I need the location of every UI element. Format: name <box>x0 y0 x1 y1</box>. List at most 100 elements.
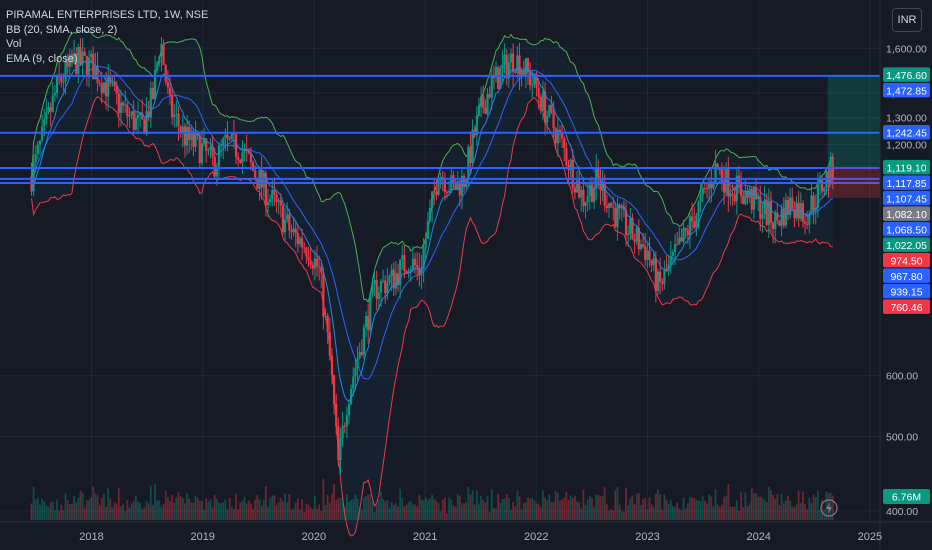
volume-bar <box>207 501 210 520</box>
position-loss-zone[interactable] <box>827 167 880 198</box>
candle-body <box>68 54 71 67</box>
volume-bar <box>757 497 760 520</box>
candle-body <box>262 173 265 188</box>
candle-body <box>290 230 293 233</box>
price-label-text: 1,119.10 <box>886 162 926 174</box>
candle-body <box>318 266 321 268</box>
volume-bar <box>369 494 372 520</box>
volume-bar <box>778 505 781 520</box>
volume-bar <box>183 503 186 520</box>
volume-bar <box>465 501 468 520</box>
volume-bar <box>237 509 240 520</box>
volume-bar <box>137 501 139 520</box>
volume-bar <box>77 497 80 520</box>
candle-body <box>107 76 110 97</box>
price-label-text: 1,476.60 <box>886 70 927 82</box>
volume-bar <box>252 508 254 520</box>
volume-bar <box>654 493 657 520</box>
volume-bar <box>313 496 316 520</box>
legend-volume[interactable]: Vol <box>6 38 22 50</box>
candle-body <box>211 146 214 157</box>
position-profit-zone[interactable] <box>827 75 880 168</box>
volume-bar <box>405 504 408 520</box>
volume-bar <box>512 502 514 520</box>
volume-bar <box>486 495 489 520</box>
volume-bar <box>198 500 201 520</box>
candle-body <box>313 258 316 269</box>
candle-body <box>605 205 608 209</box>
volume-bar <box>56 499 58 520</box>
candle-body <box>533 73 536 84</box>
candle-body <box>147 111 150 118</box>
candle-body <box>518 55 521 78</box>
legend-bollinger-bands[interactable]: BB (20, SMA, close, 2) <box>6 23 118 36</box>
volume-bar <box>424 497 427 520</box>
volume-bar <box>117 488 120 520</box>
volume-bar <box>120 505 122 520</box>
volume-bar <box>789 500 792 520</box>
legend-title[interactable]: PIRAMAL ENTERPRISES LTD, 1W, NSE <box>6 9 209 21</box>
volume-bar <box>339 497 342 520</box>
volume-bar <box>531 497 534 520</box>
volume-bar <box>439 511 442 520</box>
candle-body <box>94 66 97 80</box>
volume-bar <box>192 502 195 520</box>
volume-bar <box>286 502 289 520</box>
candle-body <box>575 180 579 193</box>
legend-ema[interactable]: EMA (9, close) <box>6 52 78 65</box>
volume-bar <box>456 494 459 520</box>
volume-bar <box>780 493 783 520</box>
candle-body <box>584 202 587 207</box>
candle-body <box>134 117 137 130</box>
candle-body <box>471 129 474 164</box>
candle-body <box>445 192 449 194</box>
candle-body <box>126 104 129 117</box>
candle-body <box>87 57 91 77</box>
candle-body <box>111 82 114 84</box>
volume-bar <box>593 507 595 520</box>
candle-body <box>407 271 410 274</box>
candle-body <box>771 222 775 229</box>
volume-bar <box>501 498 504 520</box>
volume-bar <box>175 497 178 520</box>
price-label-text: 1,117.85 <box>886 178 926 190</box>
volume-bar <box>505 493 508 520</box>
volume-bar <box>299 509 301 520</box>
volume-bar <box>680 510 683 520</box>
volume-bar <box>390 502 393 520</box>
candle-body <box>610 203 613 208</box>
candle-body <box>90 53 93 58</box>
candle-body <box>269 198 272 202</box>
candle-body <box>209 146 212 150</box>
currency-button[interactable]: INR <box>892 8 922 32</box>
candle-body <box>43 119 46 127</box>
candle-body <box>98 82 101 84</box>
volume-bar <box>686 503 689 520</box>
candle-body <box>693 221 696 228</box>
volume-bar <box>103 493 105 520</box>
volume-bar <box>239 502 242 520</box>
candle-body <box>377 292 380 299</box>
horizontal-lines[interactable] <box>0 74 880 185</box>
volume-bar <box>209 499 212 520</box>
volume-bar <box>309 507 312 520</box>
candle-body <box>558 129 562 133</box>
candle-body <box>426 221 429 239</box>
candle-body <box>367 315 370 330</box>
candle-body <box>439 177 442 183</box>
candle-body <box>477 105 481 116</box>
volume-bar <box>107 488 110 520</box>
candle-body <box>761 214 764 219</box>
candle-body <box>301 238 304 248</box>
lightning-icon[interactable] <box>820 499 838 517</box>
candle-body <box>202 138 206 144</box>
volume-bar <box>753 493 755 520</box>
candle-body <box>556 129 559 144</box>
x-tick-label: 2023 <box>635 531 659 543</box>
candle-body <box>177 113 180 127</box>
candle-body <box>185 126 189 146</box>
candle-body <box>744 190 747 205</box>
candle-body <box>153 70 157 99</box>
volume-bar <box>53 509 56 520</box>
